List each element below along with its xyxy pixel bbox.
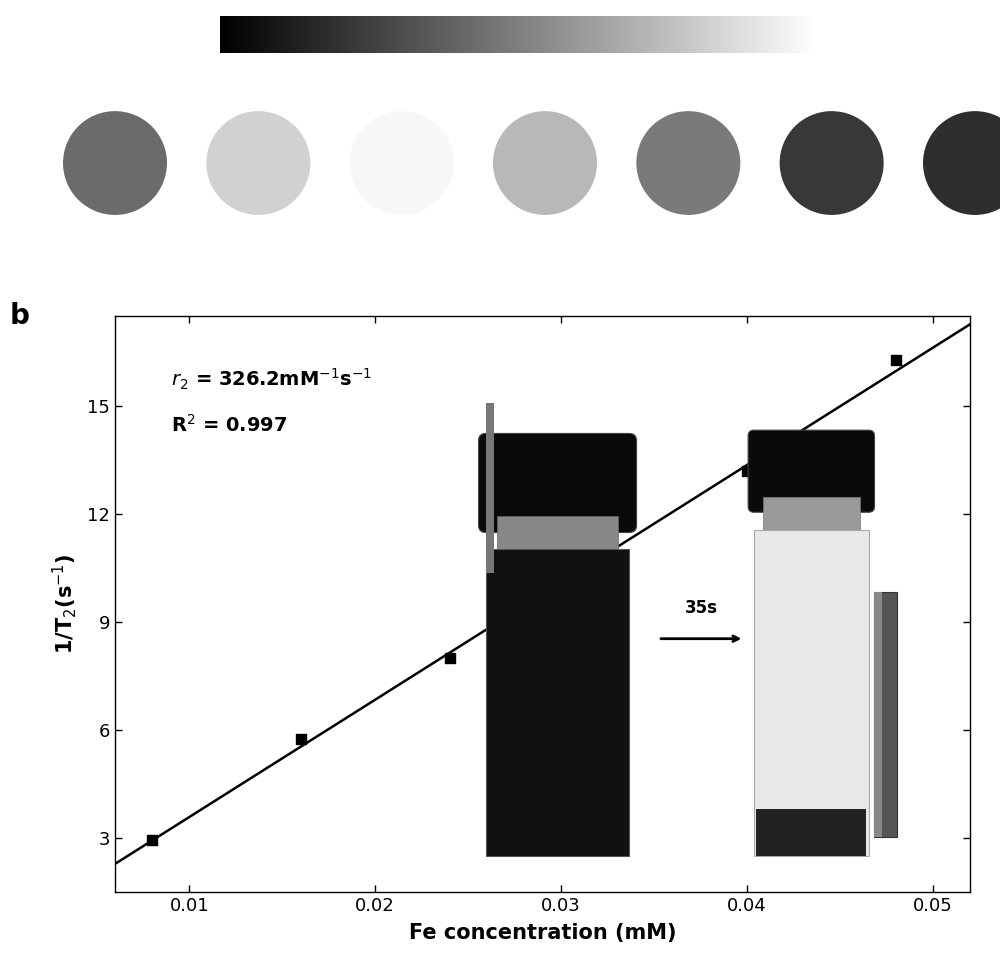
- Point: [888, 352, 904, 367]
- Y-axis label: 1/T$_2$(s$^{-1}$): 1/T$_2$(s$^{-1}$): [50, 554, 79, 654]
- Ellipse shape: [206, 111, 310, 215]
- Text: High: High: [843, 25, 897, 44]
- Text: 0.008: 0.008: [232, 263, 285, 281]
- Ellipse shape: [63, 111, 167, 215]
- X-axis label: Fe concentration (mM): Fe concentration (mM): [409, 924, 676, 943]
- Text: a: a: [15, 9, 34, 36]
- Text: R$^2$ = 0.997: R$^2$ = 0.997: [171, 413, 287, 435]
- Ellipse shape: [636, 111, 740, 215]
- Text: 0.024: 0.024: [519, 263, 571, 281]
- Ellipse shape: [493, 111, 597, 215]
- Ellipse shape: [780, 111, 884, 215]
- Point: [442, 650, 458, 666]
- Text: b: b: [10, 302, 30, 330]
- Point: [739, 463, 755, 479]
- Text: 0.016: 0.016: [375, 263, 428, 281]
- Text: $r_2$ = 326.2mM$^{-1}$s$^{-1}$: $r_2$ = 326.2mM$^{-1}$s$^{-1}$: [171, 366, 372, 392]
- Point: [293, 732, 309, 747]
- Text: 0.040: 0.040: [805, 263, 858, 281]
- Point: [144, 832, 160, 848]
- Ellipse shape: [350, 111, 454, 215]
- Text: 0.032: 0.032: [662, 263, 715, 281]
- Text: 0.048: 0.048: [949, 263, 1000, 281]
- Point: [590, 528, 606, 544]
- Text: Low: Low: [132, 25, 178, 44]
- Text: Fe(mM): Fe(mM): [40, 263, 111, 281]
- Text: 0.000: 0.000: [89, 263, 141, 281]
- Ellipse shape: [923, 111, 1000, 215]
